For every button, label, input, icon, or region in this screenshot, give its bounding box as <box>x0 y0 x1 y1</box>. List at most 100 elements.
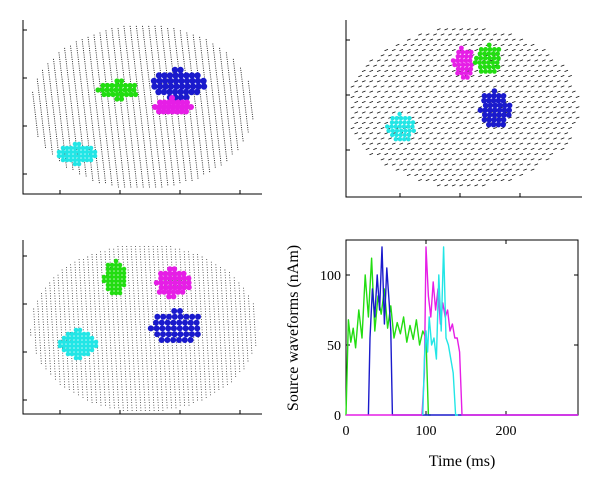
source-dot <box>166 88 173 96</box>
source-dot <box>189 77 196 85</box>
source-dot <box>463 58 469 63</box>
source-dot <box>495 64 501 70</box>
source-dot <box>167 275 173 282</box>
source-dot <box>118 96 125 102</box>
source-dot <box>173 83 180 90</box>
source-dot <box>99 87 106 93</box>
source-dot <box>89 343 95 349</box>
source-dot <box>178 77 185 85</box>
source-dot <box>497 102 503 109</box>
source-dot <box>109 286 115 292</box>
source-dot <box>68 149 74 155</box>
source-dot <box>193 88 201 96</box>
source-dot <box>500 121 507 128</box>
source-dot <box>397 124 402 129</box>
sources-top-left <box>56 66 208 167</box>
source-dot <box>77 339 83 345</box>
source-dot <box>393 124 398 129</box>
source-dot <box>68 145 74 151</box>
source-dot <box>65 347 71 353</box>
source-dot <box>105 262 111 268</box>
source-dot <box>486 93 493 99</box>
y-tick-label: 0 <box>334 409 341 424</box>
source-dot <box>69 339 75 345</box>
source-dot <box>121 270 127 276</box>
source-dot <box>72 141 78 147</box>
source-dot <box>80 153 86 159</box>
source-dot <box>65 335 71 341</box>
source-dot <box>492 47 497 52</box>
source-dot <box>154 331 161 338</box>
source-dot <box>81 339 87 345</box>
source-dot <box>131 87 137 93</box>
dash-field <box>350 28 580 187</box>
source-dot <box>389 124 394 129</box>
source-dot <box>166 289 172 295</box>
brain-grid-bottom-left <box>30 246 257 411</box>
source-dot <box>397 137 403 142</box>
source-dot <box>158 270 164 277</box>
source-dot <box>402 120 407 125</box>
source-dot <box>174 104 181 110</box>
cluster-magenta <box>450 45 474 80</box>
source-dot <box>121 266 127 272</box>
source-dot <box>200 77 207 85</box>
source-dot <box>188 88 195 96</box>
source-dot <box>171 270 178 277</box>
source-dot <box>164 319 171 326</box>
source-dot <box>61 347 67 353</box>
source-dot <box>491 64 496 70</box>
source-dot <box>65 343 71 349</box>
source-dot <box>487 69 493 74</box>
source-dot <box>183 104 190 110</box>
source-dot <box>171 331 178 338</box>
source-dot <box>501 112 507 118</box>
source-dot <box>188 104 194 110</box>
x-tick-label: 200 <box>496 424 517 439</box>
x-axis-label: Time (ms) <box>429 453 496 470</box>
source-dot <box>469 62 474 68</box>
source-dot <box>84 145 90 151</box>
source-dot <box>393 137 398 142</box>
source-dot <box>158 280 164 286</box>
source-dot <box>69 331 75 337</box>
source-dot <box>490 51 496 57</box>
source-dot <box>68 157 74 163</box>
source-dot <box>506 112 512 118</box>
source-dot <box>181 337 188 343</box>
source-dot <box>95 87 101 93</box>
source-dot <box>104 82 111 89</box>
source-dot <box>109 266 115 272</box>
source-dot <box>456 62 462 68</box>
source-dot <box>81 351 87 357</box>
source-dot <box>486 112 493 118</box>
x-tick-label: 0 <box>343 424 350 439</box>
source-dot <box>117 262 123 268</box>
sources-bottom-left <box>57 258 201 361</box>
panel-bottom-left <box>22 240 262 415</box>
source-dot <box>477 60 482 65</box>
source-dot <box>84 157 90 163</box>
source-dot <box>101 274 107 280</box>
source-dot <box>495 51 500 57</box>
source-dot <box>183 94 190 101</box>
source-dot <box>459 58 464 63</box>
source-dot <box>491 93 497 99</box>
source-dot <box>398 116 404 121</box>
source-dot <box>114 96 120 102</box>
source-dot <box>117 282 123 288</box>
source-dot <box>92 149 98 155</box>
source-dot <box>464 54 469 59</box>
source-dot <box>113 290 119 296</box>
cluster-cyan <box>57 327 99 361</box>
source-dot <box>487 107 493 113</box>
source-dot <box>464 66 469 72</box>
source-dot <box>84 149 90 155</box>
source-dot <box>77 327 83 333</box>
source-dot <box>101 278 107 284</box>
source-dot <box>486 60 491 65</box>
source-dot <box>122 82 129 89</box>
source-dot <box>117 278 123 284</box>
source-dot <box>109 278 115 284</box>
source-dot <box>455 70 460 76</box>
